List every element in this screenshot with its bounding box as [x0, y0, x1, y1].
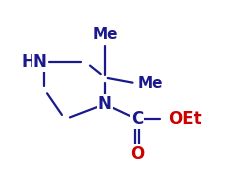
Text: OEt: OEt — [168, 110, 201, 128]
Text: H: H — [22, 53, 36, 71]
Text: O: O — [130, 145, 144, 163]
Text: Me: Me — [137, 76, 163, 91]
Text: N: N — [32, 53, 46, 71]
Text: Me: Me — [92, 27, 118, 42]
Text: C: C — [131, 110, 143, 128]
Text: N: N — [98, 95, 112, 113]
